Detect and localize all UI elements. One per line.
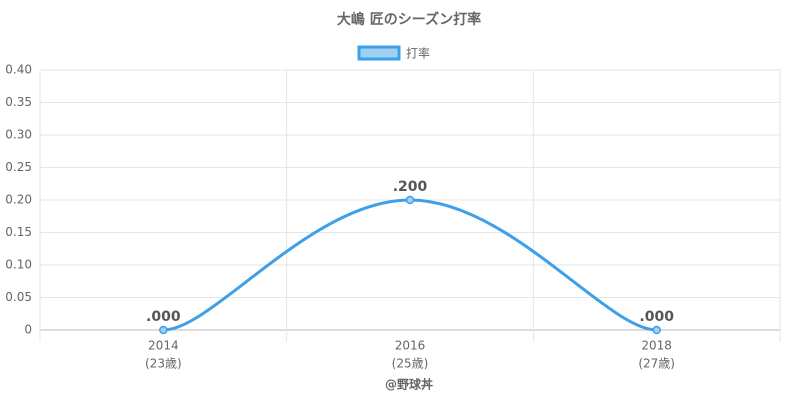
y-tick-label: 0.30 <box>5 128 32 142</box>
y-tick-label: 0 <box>24 323 32 337</box>
y-tick-label: 0.20 <box>5 193 32 207</box>
footer: @野球丼 <box>385 377 433 392</box>
x-tick-label: 2018 <box>641 339 672 353</box>
point <box>652 325 661 335</box>
point <box>159 325 168 335</box>
x-tick-sublabel: (23歳) <box>145 357 182 371</box>
y-tick-label: 0.40 <box>5 63 32 77</box>
value-label: .000 <box>639 309 674 325</box>
value-label: .200 <box>393 179 428 195</box>
y-tick-label: 0.10 <box>5 258 32 272</box>
legend-label: 打率 <box>406 46 430 61</box>
y-tick-label: 0.25 <box>5 160 32 174</box>
y-tick-label: 0.15 <box>5 225 32 239</box>
point <box>405 195 415 205</box>
value-label: .000 <box>146 309 181 325</box>
x-tick-sublabel: (27歳) <box>638 357 675 371</box>
x-tick-label: 2016 <box>395 339 426 353</box>
y-tick-label: 0.35 <box>5 95 32 109</box>
x-tick-sublabel: (25歳) <box>392 357 429 371</box>
y-tick-label: 0.05 <box>5 290 32 304</box>
chart-title: 大嶋 匠のシーズン打率 <box>337 11 481 28</box>
x-tick-label: 2014 <box>148 339 179 353</box>
legend-swatch <box>357 45 401 61</box>
